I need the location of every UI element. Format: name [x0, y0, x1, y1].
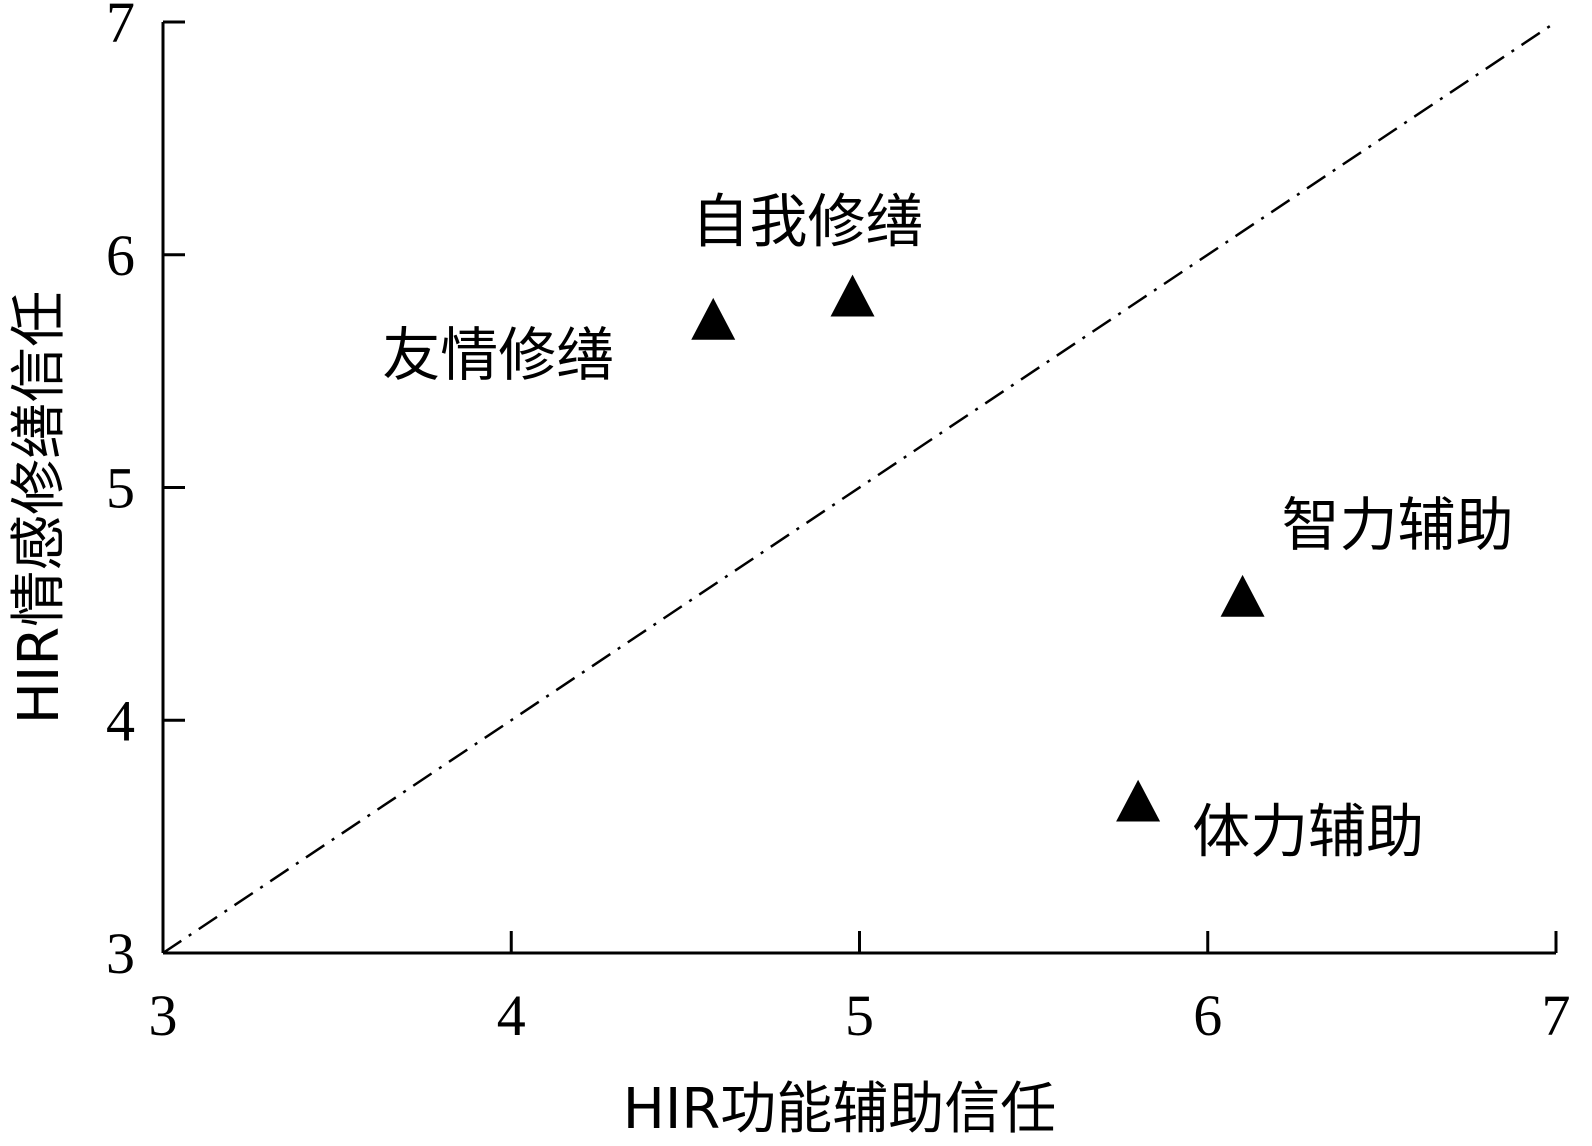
x-tick-label: 6: [1193, 983, 1222, 1048]
x-axis-title: HIR功能辅助信任: [623, 1077, 1057, 1142]
reference-line: [162, 20, 1557, 955]
y-tick-label: 4: [106, 688, 135, 753]
x-tick-label: 5: [845, 983, 874, 1048]
y-tick-label: 6: [106, 223, 135, 288]
y-tick-label: 5: [106, 456, 135, 521]
triangle-marker: [1116, 779, 1161, 822]
x-tick-label: 7: [1542, 983, 1571, 1048]
point-label: 自我修缮: [692, 188, 924, 256]
x-tick-label: 3: [149, 983, 178, 1048]
y-tick-label: 7: [106, 0, 135, 55]
triangle-marker: [830, 274, 875, 317]
triangle-marker: [1220, 574, 1265, 617]
axis-ticks: 3 4 5 6 7 3 4 5 6 7: [106, 0, 1571, 1048]
y-tick-label: 3: [106, 921, 135, 986]
triangle-marker: [691, 297, 736, 340]
point-label: 友情修缮: [382, 321, 614, 389]
point-label: 体力辅助: [1192, 798, 1424, 866]
x-tick-label: 4: [497, 983, 526, 1048]
y-axis-title: HIR情感修缮信任: [7, 291, 72, 725]
point-label: 智力辅助: [1282, 491, 1514, 559]
